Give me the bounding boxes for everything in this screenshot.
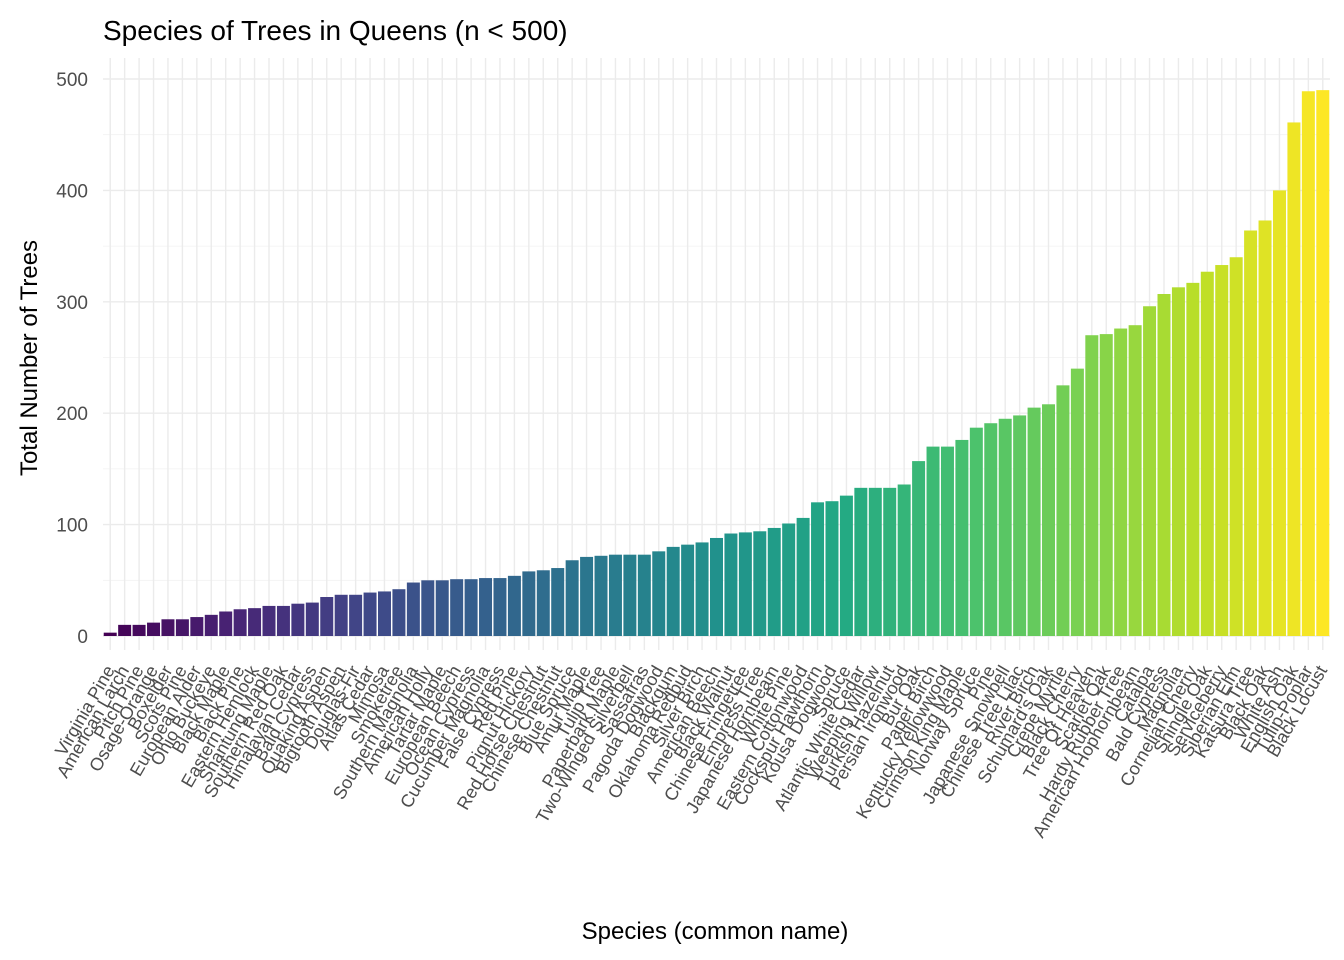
bar xyxy=(190,617,204,636)
bar xyxy=(435,580,449,636)
bar xyxy=(1013,415,1027,636)
bar xyxy=(897,484,911,636)
y-tick-label: 300 xyxy=(56,293,88,314)
bar xyxy=(493,578,507,636)
bar xyxy=(594,555,608,636)
bar xyxy=(1244,230,1258,636)
bar xyxy=(132,624,146,636)
bar xyxy=(276,605,290,636)
bar xyxy=(363,592,377,636)
bar xyxy=(1301,91,1315,636)
bar xyxy=(998,418,1012,636)
bar xyxy=(1085,335,1099,636)
bar xyxy=(536,570,550,636)
bar xyxy=(464,579,478,636)
bar xyxy=(1258,220,1272,636)
bar xyxy=(825,501,839,636)
bar xyxy=(623,554,637,636)
bar xyxy=(103,632,117,636)
bar xyxy=(1128,325,1142,636)
bar xyxy=(248,608,262,636)
bar xyxy=(479,578,493,636)
bar xyxy=(551,568,565,636)
bar xyxy=(608,554,622,636)
bar xyxy=(262,605,276,636)
bar xyxy=(868,487,882,636)
y-tick-label: 500 xyxy=(56,70,88,91)
bar xyxy=(522,571,536,636)
bar xyxy=(940,446,954,636)
bar xyxy=(392,589,406,636)
bar xyxy=(912,461,926,636)
bar xyxy=(118,624,132,636)
bar xyxy=(219,611,233,636)
bar xyxy=(753,531,767,636)
bar xyxy=(926,446,940,636)
bar xyxy=(637,554,651,636)
bar xyxy=(1287,122,1301,637)
bar xyxy=(291,603,305,636)
bar xyxy=(955,439,969,636)
y-axis-tick-labels: 0 100 200 300 400 500 xyxy=(56,70,88,648)
y-tick-label: 0 xyxy=(77,627,88,648)
bar xyxy=(305,602,319,636)
y-axis-title: Total Number of Trees xyxy=(16,240,43,476)
bar xyxy=(204,614,218,636)
bar xyxy=(565,560,579,636)
bar xyxy=(724,533,738,636)
bar xyxy=(782,523,796,636)
bar xyxy=(695,542,709,636)
bar xyxy=(507,575,521,636)
bar xyxy=(1157,294,1171,636)
chart-title: Species of Trees in Queens (n < 500) xyxy=(103,15,568,46)
bar xyxy=(406,582,420,636)
bar xyxy=(1056,385,1070,636)
bar xyxy=(1215,265,1229,636)
bar xyxy=(1229,257,1243,636)
bar xyxy=(1027,407,1041,636)
bar xyxy=(984,423,998,636)
bar xyxy=(652,551,666,636)
bar xyxy=(854,487,868,636)
y-tick-label: 400 xyxy=(56,181,88,202)
bar xyxy=(1171,287,1185,636)
bar xyxy=(1143,306,1157,636)
bar xyxy=(147,622,161,636)
x-axis-title: Species (common name) xyxy=(582,918,849,945)
bar xyxy=(175,619,189,636)
bar xyxy=(1186,282,1200,636)
bar xyxy=(161,619,175,636)
bar xyxy=(421,580,435,636)
bar xyxy=(710,537,723,636)
bar xyxy=(377,591,391,636)
bar xyxy=(839,495,853,636)
bar xyxy=(320,597,334,636)
bar xyxy=(233,609,247,636)
bar xyxy=(1316,90,1330,636)
bar xyxy=(1200,271,1214,636)
bar xyxy=(666,546,680,636)
bar xyxy=(1099,334,1113,636)
bar xyxy=(681,544,695,636)
bar xyxy=(969,427,983,636)
bar xyxy=(796,517,810,636)
bar xyxy=(349,594,363,636)
y-tick-label: 100 xyxy=(56,516,88,537)
bar xyxy=(767,527,781,636)
bar xyxy=(1272,190,1286,636)
bar xyxy=(1042,404,1056,636)
bar xyxy=(334,594,348,636)
bar xyxy=(1070,368,1084,636)
y-tick-label: 200 xyxy=(56,404,88,425)
bar xyxy=(811,502,825,636)
bar xyxy=(1114,328,1128,636)
bar xyxy=(450,579,464,636)
bar xyxy=(883,487,897,636)
bar-series xyxy=(103,90,1330,637)
bar xyxy=(738,532,752,636)
bar xyxy=(580,556,594,636)
